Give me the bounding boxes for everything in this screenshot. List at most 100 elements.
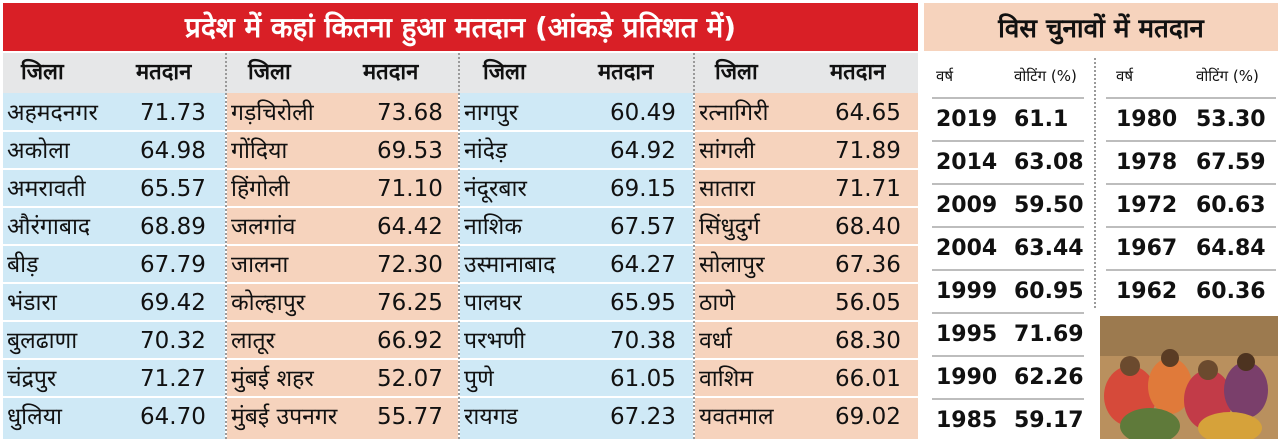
- turnout-value: 65.57: [140, 176, 206, 202]
- row-divider: [3, 244, 225, 246]
- district-name: लातूर: [231, 328, 276, 354]
- col-header-district: जिला: [715, 60, 758, 85]
- history-row-line: [1106, 140, 1276, 142]
- row-divider: [460, 358, 693, 360]
- district-name: सातारा: [699, 176, 755, 202]
- row-divider: [460, 130, 693, 132]
- election-year: 1980: [1116, 107, 1178, 132]
- district-name: जालना: [231, 252, 289, 278]
- history-row-line: [1106, 97, 1276, 99]
- turnout-value: 69.15: [610, 176, 676, 202]
- election-year: 1995: [936, 322, 998, 347]
- history-row-line: [932, 183, 1084, 185]
- district-turnout-table: प्रदेश में कहां कितना हुआ मतदान (आंकड़े …: [3, 3, 918, 439]
- col-header-turnout: मतदान: [363, 60, 419, 85]
- crowd-photo: [1100, 316, 1278, 439]
- turnout-value: 66.01: [835, 366, 901, 392]
- turnout-value: 56.05: [835, 290, 901, 316]
- district-name: उस्मानाबाद: [464, 252, 556, 278]
- table-header-row: जिला मतदान जिला मतदान जिला मतदान जिला मत…: [3, 53, 918, 93]
- turnout-value: 71.71: [835, 176, 901, 202]
- voting-percent: 59.17: [1014, 408, 1084, 433]
- turnout-value: 64.92: [610, 138, 676, 164]
- district-name: ठाणे: [699, 290, 735, 316]
- district-name: वाशिम: [699, 366, 754, 392]
- election-year: 2019: [936, 107, 998, 132]
- district-name: औरंगाबाद: [7, 214, 91, 240]
- row-divider: [227, 396, 458, 398]
- district-name: धुलिया: [7, 404, 62, 430]
- turnout-value: 64.27: [610, 252, 676, 278]
- col-header-turnout: मतदान: [136, 60, 192, 85]
- history-row-line: [932, 226, 1084, 228]
- district-column: [3, 93, 225, 439]
- district-column: [695, 93, 918, 439]
- district-name: अमरावती: [7, 176, 86, 202]
- election-year: 1990: [936, 365, 998, 390]
- district-name: कोल्हापुर: [231, 290, 306, 316]
- history-row-line: [932, 269, 1084, 271]
- district-name: बीड़: [7, 252, 39, 278]
- history-title: विस चुनावों में मतदान: [924, 3, 1278, 51]
- main-title: प्रदेश में कहां कितना हुआ मतदान (आंकड़े …: [3, 3, 918, 51]
- voting-percent: 53.30: [1196, 107, 1266, 132]
- row-divider: [3, 206, 225, 208]
- voting-percent: 63.44: [1014, 236, 1084, 261]
- turnout-value: 70.38: [610, 328, 676, 354]
- col-header-year: वर्ष: [1116, 67, 1134, 85]
- election-year: 2009: [936, 193, 998, 218]
- row-divider: [227, 206, 458, 208]
- election-year: 1985: [936, 408, 998, 433]
- column-divider: [693, 53, 695, 439]
- row-divider: [3, 282, 225, 284]
- history-row-line: [932, 97, 1084, 99]
- turnout-value: 67.79: [140, 252, 206, 278]
- row-divider: [227, 282, 458, 284]
- district-name: यवतमाल: [699, 404, 774, 430]
- turnout-value: 64.98: [140, 138, 206, 164]
- row-divider: [460, 320, 693, 322]
- row-divider: [695, 130, 918, 132]
- turnout-value: 71.73: [140, 100, 206, 126]
- election-year: 1967: [1116, 236, 1178, 261]
- district-name: नंदूरबार: [464, 176, 527, 202]
- history-row-line: [932, 398, 1084, 400]
- district-column: [227, 93, 458, 439]
- turnout-value: 64.65: [835, 100, 901, 126]
- row-divider: [3, 320, 225, 322]
- col-header-district: जिला: [21, 60, 64, 85]
- history-divider: [1094, 58, 1096, 308]
- row-divider: [227, 130, 458, 132]
- turnout-value: 76.25: [377, 290, 443, 316]
- row-divider: [3, 168, 225, 170]
- column-divider: [458, 53, 460, 439]
- turnout-value: 70.32: [140, 328, 206, 354]
- turnout-value: 69.53: [377, 138, 443, 164]
- district-name: सांगली: [699, 138, 756, 164]
- row-divider: [227, 320, 458, 322]
- row-divider: [695, 320, 918, 322]
- row-divider: [227, 168, 458, 170]
- row-divider: [695, 206, 918, 208]
- district-name: अकोला: [7, 138, 70, 164]
- district-name: अहमदनगर: [7, 100, 98, 126]
- district-name: बुलढाणा: [7, 328, 78, 354]
- row-divider: [3, 396, 225, 398]
- district-name: पालघर: [464, 290, 522, 316]
- row-divider: [460, 396, 693, 398]
- history-row-line: [932, 140, 1084, 142]
- history-row-line: [1106, 183, 1276, 185]
- row-divider: [460, 168, 693, 170]
- history-row-line: [932, 355, 1084, 357]
- election-year: 1972: [1116, 193, 1178, 218]
- turnout-value: 68.89: [140, 214, 206, 240]
- district-name: परभणी: [464, 328, 526, 354]
- voting-percent: 60.36: [1196, 279, 1266, 304]
- turnout-value: 64.70: [140, 404, 206, 430]
- turnout-value: 68.40: [835, 214, 901, 240]
- district-name: हिंगोली: [231, 176, 290, 202]
- turnout-value: 65.95: [610, 290, 676, 316]
- row-divider: [695, 244, 918, 246]
- voting-percent: 60.95: [1014, 279, 1084, 304]
- turnout-value: 64.42: [377, 214, 443, 240]
